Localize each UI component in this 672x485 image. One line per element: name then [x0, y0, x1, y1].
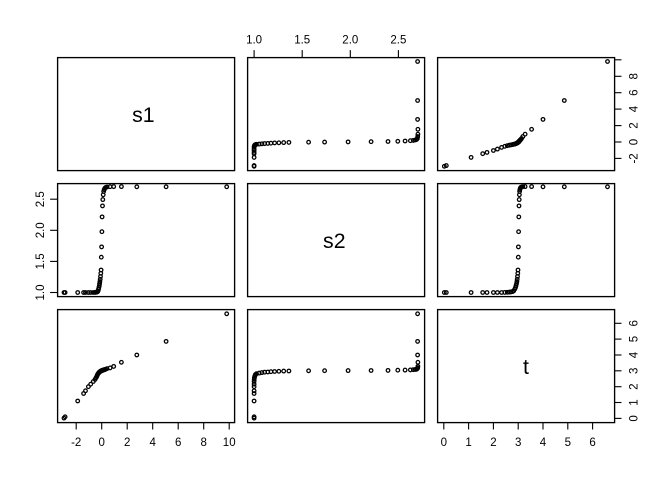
svg-text:5: 5: [629, 336, 641, 342]
svg-text:4: 4: [540, 437, 547, 449]
svg-text:1.0: 1.0: [35, 285, 47, 301]
svg-text:2: 2: [629, 122, 641, 128]
svg-text:4: 4: [629, 351, 641, 358]
svg-text:1: 1: [629, 399, 641, 405]
svg-text:2.5: 2.5: [35, 191, 47, 207]
svg-text:-2: -2: [71, 437, 81, 449]
svg-text:2.0: 2.0: [342, 35, 358, 47]
svg-text:2: 2: [124, 437, 130, 449]
svg-text:1: 1: [465, 437, 471, 449]
svg-text:-2: -2: [629, 153, 641, 163]
svg-text:0: 0: [98, 437, 104, 449]
svg-text:0: 0: [629, 139, 641, 145]
svg-text:t: t: [523, 355, 529, 379]
svg-text:2: 2: [490, 437, 496, 449]
svg-text:1.0: 1.0: [246, 35, 262, 47]
svg-text:s2: s2: [323, 229, 346, 253]
svg-text:2.5: 2.5: [390, 35, 406, 47]
svg-text:2: 2: [629, 383, 641, 389]
svg-text:s1: s1: [132, 103, 155, 127]
svg-text:3: 3: [515, 437, 521, 449]
svg-text:0: 0: [441, 437, 447, 449]
svg-text:5: 5: [565, 437, 571, 449]
svg-text:6: 6: [629, 320, 641, 326]
svg-text:6: 6: [629, 89, 641, 95]
svg-text:4: 4: [629, 105, 641, 112]
svg-text:1.5: 1.5: [35, 253, 47, 269]
svg-text:6: 6: [589, 437, 595, 449]
svg-text:4: 4: [149, 437, 156, 449]
svg-text:10: 10: [223, 437, 236, 449]
svg-text:8: 8: [629, 73, 641, 79]
svg-text:3: 3: [629, 368, 641, 374]
svg-text:6: 6: [175, 437, 181, 449]
svg-text:2.0: 2.0: [35, 222, 47, 238]
svg-text:0: 0: [629, 415, 641, 421]
svg-text:1.5: 1.5: [294, 35, 310, 47]
svg-text:8: 8: [200, 437, 206, 449]
